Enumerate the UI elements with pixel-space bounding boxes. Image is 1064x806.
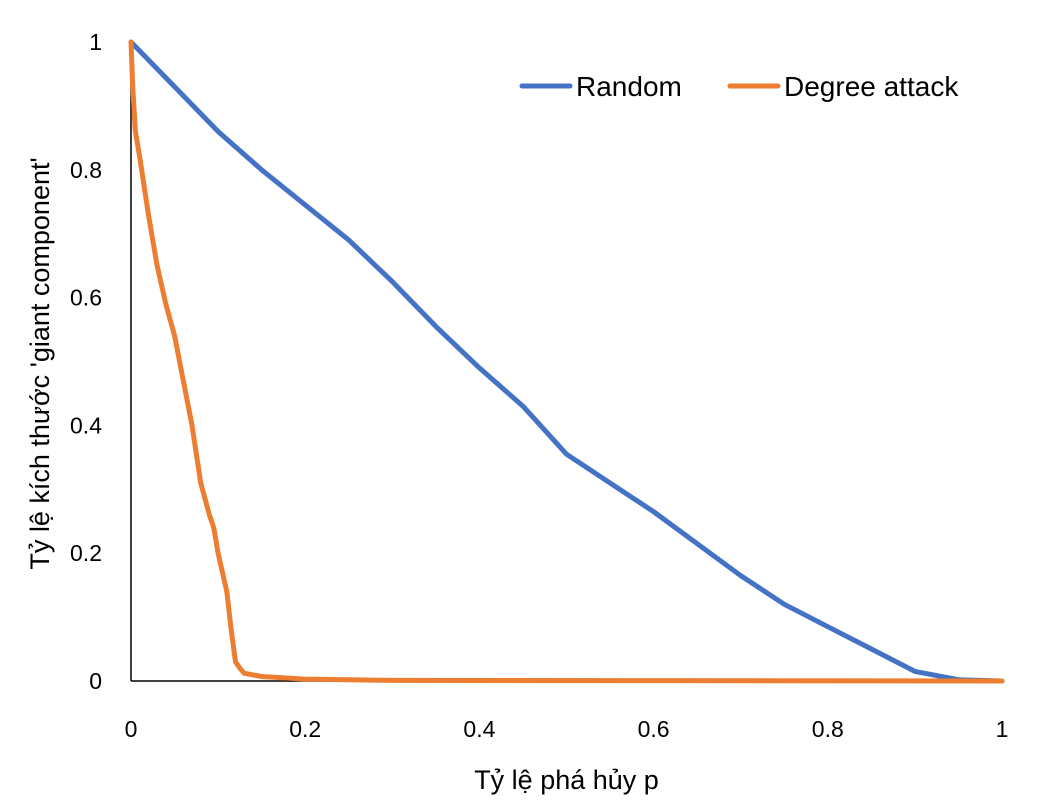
x-tick-label: 0: [125, 716, 138, 742]
y-tick-label: 0.6: [70, 285, 102, 311]
y-tick-labels: 0 0.2 0.4 0.6 0.8 1: [70, 29, 102, 694]
y-tick-label: 0: [89, 668, 102, 694]
x-tick-label: 0.8: [812, 716, 844, 742]
legend-label: Degree attack: [784, 71, 959, 102]
x-tick-label: 0.4: [463, 716, 495, 742]
y-tick-label: 0.2: [70, 540, 102, 566]
x-tick-label: 0.2: [289, 716, 321, 742]
axes: [130, 42, 1002, 682]
series-line-degree-attack: [128, 39, 1005, 684]
x-axis-title: Tỷ lệ phá hủy p: [474, 765, 659, 795]
x-tick-labels: 0 0.2 0.4 0.6 0.8 1: [125, 716, 1009, 742]
y-axis-title: Tỷ lệ kích thước 'giant component': [25, 157, 55, 569]
y-tick-label: 1: [89, 29, 102, 55]
x-tick-label: 1: [996, 716, 1009, 742]
legend: Random Degree attack: [519, 71, 959, 102]
x-tick-label: 0.6: [638, 716, 670, 742]
y-tick-label: 0.8: [70, 157, 102, 183]
y-tick-label: 0.4: [70, 412, 102, 438]
series-layer: [128, 39, 1005, 684]
series-line-random: [128, 39, 1005, 684]
legend-label: Random: [576, 71, 682, 102]
